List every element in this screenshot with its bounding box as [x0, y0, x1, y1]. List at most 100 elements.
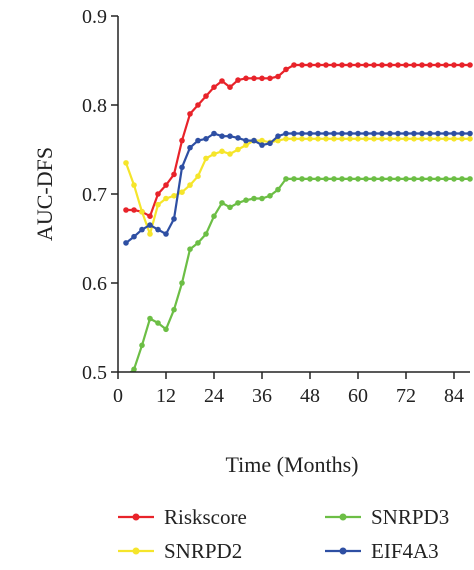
data-point — [251, 75, 257, 82]
series-layer — [123, 62, 473, 372]
legend-marker — [132, 513, 140, 521]
data-point — [331, 62, 337, 68]
data-point — [443, 130, 449, 137]
data-point — [339, 136, 345, 142]
data-point — [243, 75, 249, 82]
data-point — [171, 171, 177, 178]
data-point — [179, 189, 185, 195]
series-line — [129, 177, 470, 372]
data-point — [131, 207, 137, 213]
data-point — [443, 176, 449, 182]
data-point — [467, 130, 473, 137]
data-point — [371, 62, 377, 68]
legend-label: SNRPD2 — [164, 539, 242, 563]
data-point — [147, 315, 153, 322]
series-line — [124, 137, 470, 236]
data-point — [443, 62, 449, 68]
y-ticks: 0.5 0.6 0.7 0.8 0.9 — [82, 6, 118, 384]
series-snrpd3 — [129, 176, 473, 372]
data-point — [267, 140, 273, 147]
y-tick-label: 0.8 — [82, 95, 107, 117]
data-point — [195, 102, 201, 108]
data-point — [227, 204, 233, 211]
data-point — [123, 240, 129, 246]
data-point — [387, 136, 393, 142]
data-point — [259, 75, 265, 82]
data-point — [435, 130, 441, 137]
legend-marker — [339, 513, 347, 521]
x-tick-label: 36 — [252, 385, 272, 407]
data-point — [363, 62, 369, 68]
data-point — [379, 136, 385, 142]
legend-label: EIF4A3 — [371, 539, 439, 563]
data-point — [451, 62, 457, 68]
data-point — [355, 176, 361, 182]
data-point — [267, 75, 273, 82]
data-point — [235, 77, 241, 83]
data-point — [187, 182, 193, 188]
data-point — [123, 160, 129, 166]
data-point — [347, 62, 353, 68]
legend-item-snrpd3: SNRPD3 — [325, 505, 449, 529]
legend-item-snrpd2: SNRPD2 — [118, 539, 242, 563]
series-line — [125, 132, 470, 244]
data-point — [195, 240, 201, 246]
data-point — [283, 66, 289, 73]
data-point — [331, 136, 337, 142]
data-point — [451, 136, 457, 142]
legend: Riskscore SNRPD2 SNRPD3 EIF4A3 — [118, 505, 449, 563]
data-point — [139, 209, 145, 215]
x-tick-label: 72 — [396, 385, 416, 407]
data-point — [315, 62, 321, 68]
data-point — [131, 233, 137, 240]
data-point — [187, 246, 193, 252]
data-point — [371, 136, 377, 142]
data-point — [411, 176, 417, 182]
data-point — [171, 306, 177, 313]
data-point — [395, 176, 401, 182]
data-point — [315, 176, 321, 182]
data-point — [203, 93, 209, 99]
data-point — [403, 136, 409, 142]
data-point — [427, 62, 433, 68]
data-point — [419, 130, 425, 137]
data-point — [459, 62, 465, 68]
data-point — [427, 136, 433, 142]
data-point — [211, 130, 217, 137]
legend-label: Riskscore — [164, 505, 247, 529]
data-point — [307, 62, 313, 68]
data-point — [355, 62, 361, 68]
data-point — [131, 366, 137, 372]
data-point — [419, 62, 425, 68]
data-point — [203, 136, 209, 142]
axes: 0.5 0.6 0.7 0.8 0.9 0 12 24 36 48 60 72 84 — [82, 6, 470, 407]
data-point — [435, 176, 441, 182]
data-point — [347, 130, 353, 137]
y-tick-label: 0.9 — [82, 6, 107, 28]
data-point — [323, 130, 329, 137]
y-tick-label: 0.6 — [82, 273, 107, 295]
data-point — [283, 136, 289, 142]
data-point — [395, 130, 401, 137]
data-point — [331, 176, 337, 182]
data-point — [163, 182, 169, 188]
data-point — [259, 195, 265, 202]
data-point — [387, 176, 393, 182]
data-point — [403, 130, 409, 137]
data-point — [187, 111, 193, 117]
data-point — [203, 155, 209, 162]
data-point — [379, 62, 385, 68]
data-point — [211, 151, 217, 157]
x-tick-label: 24 — [204, 385, 224, 407]
data-point — [467, 176, 473, 182]
data-point — [355, 136, 361, 142]
data-point — [427, 130, 433, 137]
legend-item-riskscore: Riskscore — [118, 505, 247, 529]
data-point — [371, 176, 377, 182]
y-tick-label: 0.7 — [82, 184, 107, 206]
data-point — [363, 130, 369, 137]
data-point — [467, 136, 473, 142]
data-point — [291, 62, 297, 68]
data-point — [299, 176, 305, 182]
